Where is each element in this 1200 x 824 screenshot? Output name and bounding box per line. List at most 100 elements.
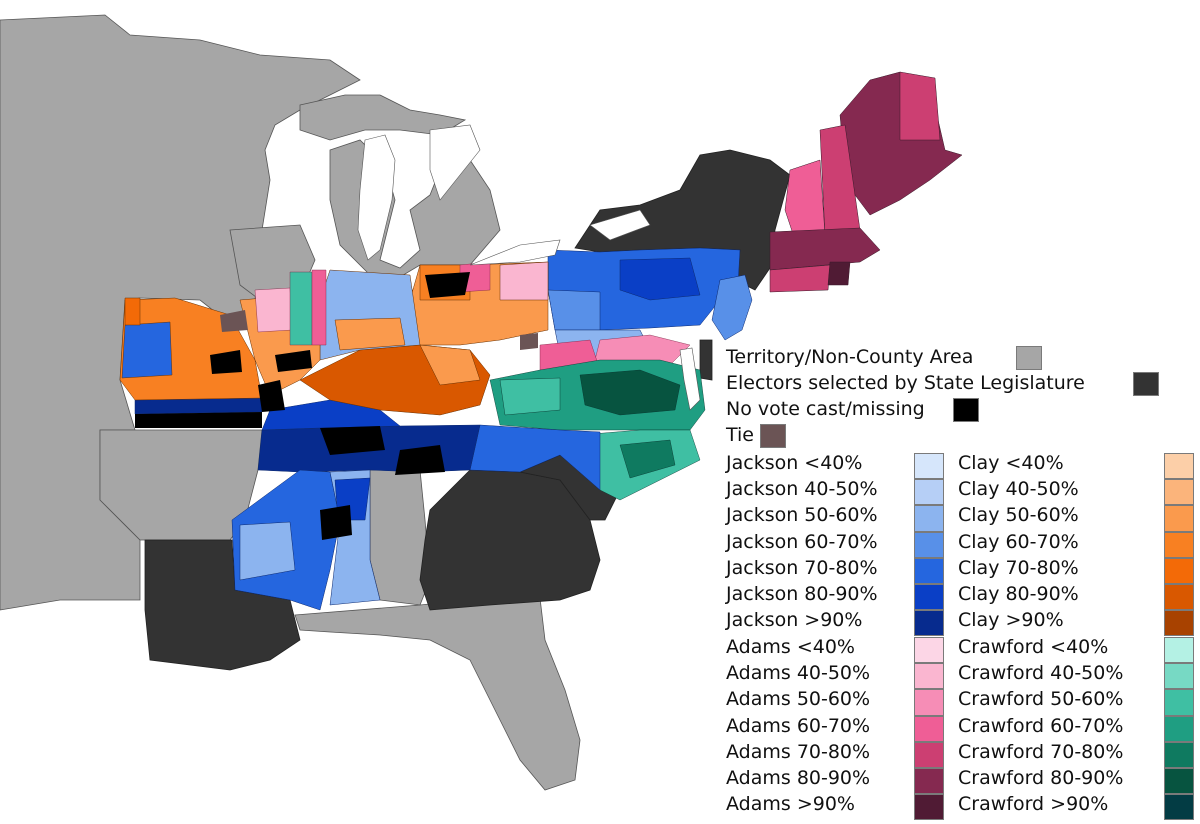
legend-adams-label: Adams >90% (726, 793, 855, 816)
legend-clay-label: Clay 50-60% (958, 504, 1079, 527)
missouri-west (121, 321, 173, 379)
legend-jackson-label: Jackson 50-60% (726, 504, 878, 527)
legend-legislature-swatch (1133, 372, 1159, 396)
legend-adams-swatch (914, 768, 944, 795)
legend-adams-swatch (914, 663, 944, 690)
crawford-virginia (489, 359, 706, 501)
illinois-crawford (289, 271, 313, 346)
michigan-territory (329, 139, 501, 281)
legend-crawford-swatch (1164, 768, 1194, 795)
legend-crawford-swatch (1164, 741, 1194, 768)
legend-crawford-swatch (1164, 715, 1194, 742)
mississippi-light (239, 521, 296, 581)
water (357, 124, 701, 411)
lake-ontario (589, 209, 651, 241)
legend-jackson-label: Jackson <40% (726, 452, 863, 474)
legend-crawford-label: Crawford <40% (958, 636, 1109, 658)
rhode-island (827, 261, 851, 286)
missouri-bands (134, 397, 263, 415)
legend-clay-label: Clay 40-50% (958, 478, 1079, 501)
louisiana (144, 539, 301, 671)
tie-virginia (520, 333, 538, 350)
legend-clay-label: Clay <40% (958, 452, 1064, 474)
virginia-core (579, 369, 681, 416)
legend-jackson-label: Jackson 40-50% (726, 478, 878, 501)
legend-clay-swatch (1164, 557, 1194, 584)
legend-adams-label: Adams 80-90% (726, 767, 871, 789)
illinois-adams (254, 287, 293, 333)
legend-clay-swatch (1164, 479, 1194, 506)
missing-illinois (275, 350, 312, 372)
legend-crawford-swatch (1164, 689, 1194, 716)
pennsylvania-deep (619, 257, 701, 301)
legend-adams-swatch (914, 715, 944, 742)
legend-adams-label: Adams 50-60% (726, 688, 871, 711)
legend-crawford-label: Crawford 60-70% (958, 714, 1124, 737)
legislature-regions (144, 149, 791, 671)
legend-crawford-swatch (1164, 794, 1194, 821)
nc-east-deep (619, 439, 676, 479)
indiana-clay (334, 317, 406, 351)
legend-crawford-swatch (1164, 637, 1194, 664)
legend-missing-label: No vote cast/missing (726, 398, 925, 420)
legend-crawford-label: Crawford 80-90% (958, 767, 1124, 789)
legend-clay-swatch (1164, 610, 1194, 637)
missing-regions (135, 272, 470, 540)
missing-tennessee-2 (395, 445, 445, 475)
massachusetts (769, 227, 881, 271)
maine-east (899, 71, 941, 141)
missing-tennessee-1 (320, 426, 385, 455)
legend-crawford-label: Crawford >90% (958, 793, 1109, 816)
virginia-light (499, 377, 561, 416)
chesapeake (679, 347, 701, 411)
legend-tie-swatch (760, 424, 786, 448)
legend-jackson-label: Jackson 70-80% (726, 556, 878, 579)
legend-crawford-label: Crawford 40-50% (958, 662, 1124, 685)
legend-jackson-label: Jackson 80-90% (726, 583, 878, 605)
missing-ohio (425, 272, 470, 298)
legend-crawford-swatch (1164, 663, 1194, 690)
pennsylvania-west (547, 289, 601, 331)
kentucky-light (419, 344, 481, 386)
legend-jackson-swatch (914, 584, 944, 611)
new-jersey (711, 274, 753, 341)
legend-adams-swatch (914, 794, 944, 821)
legend-adams-swatch (914, 637, 944, 664)
lake-huron (429, 124, 481, 201)
territory-regions (0, 14, 581, 791)
legend-jackson-swatch (914, 610, 944, 637)
legend-jackson-label: Jackson 60-70% (726, 530, 878, 553)
legend-clay-swatch (1164, 453, 1194, 480)
legend-adams-swatch (914, 741, 944, 768)
missing-kentucky (258, 380, 285, 412)
missouri-north (124, 297, 141, 326)
illinois-adams-strip (311, 269, 327, 346)
legend-jackson-swatch (914, 453, 944, 480)
legend-adams-label: Adams 70-80% (726, 740, 871, 763)
delaware (699, 339, 713, 381)
legend-clay-swatch (1164, 584, 1194, 611)
tie-regions (220, 310, 538, 350)
legend-clay-label: Clay 80-90% (958, 583, 1079, 605)
legend-jackson-swatch (914, 505, 944, 532)
legend-legislature-label: Electors selected by State Legislature (726, 372, 1085, 394)
legend-adams-label: Adams 60-70% (726, 714, 871, 737)
legend-jackson-label: Jackson >90% (726, 609, 863, 632)
legend-adams-label: Adams 40-50% (726, 662, 871, 685)
legend-crawford-label: Crawford 70-80% (958, 740, 1124, 763)
legend-clay-swatch (1164, 531, 1194, 558)
legend-jackson-swatch (914, 557, 944, 584)
legend-jackson-swatch (914, 479, 944, 506)
new-hampshire (819, 124, 861, 236)
north-carolina-west (469, 424, 601, 491)
legend-crawford-label: Crawford 50-60% (958, 688, 1124, 711)
missing-alabama (320, 505, 352, 540)
new-england (769, 71, 963, 293)
vermont (784, 159, 826, 241)
ohio-east-pink (499, 261, 549, 301)
legend-clay-label: Clay >90% (958, 609, 1064, 632)
legend-clay-swatch (1164, 505, 1194, 532)
tie-illinois (220, 310, 248, 332)
legend-missing-swatch (953, 398, 979, 422)
